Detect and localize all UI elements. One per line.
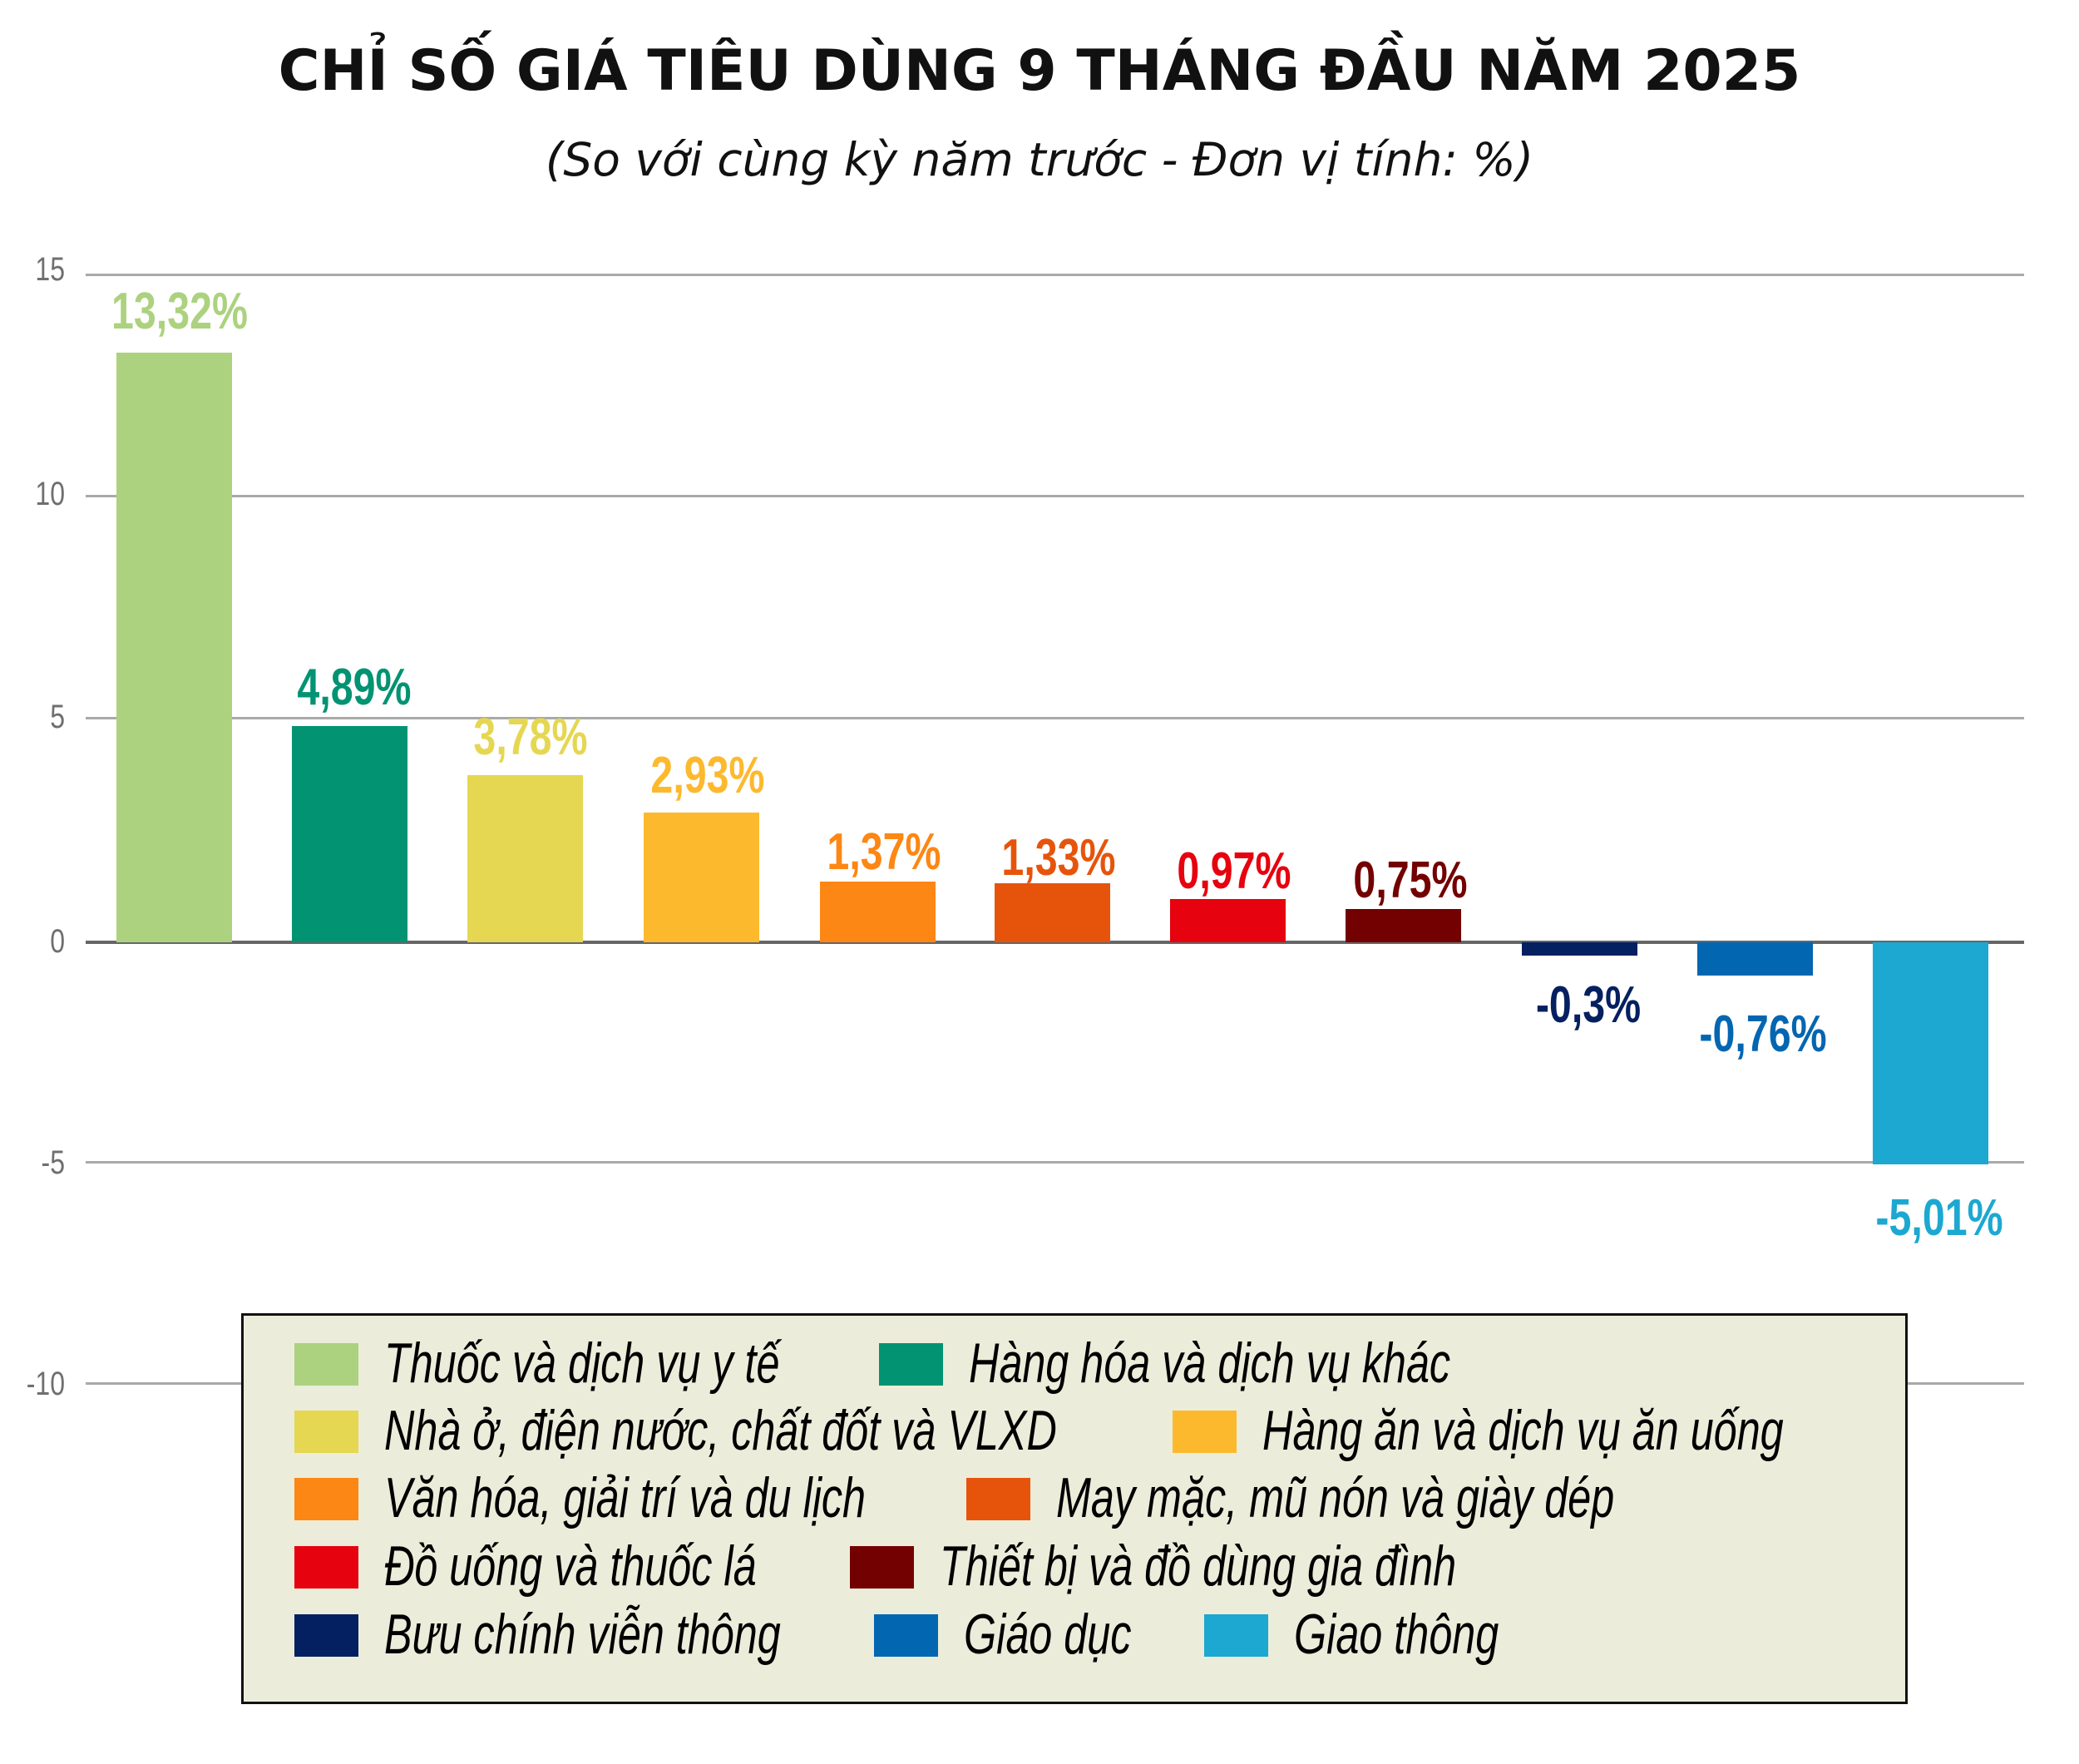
value-label: 1,37% bbox=[827, 823, 941, 881]
bar-van-hoa-giai-tri bbox=[820, 882, 936, 942]
legend-label: Hàng hóa và dịch vụ khác bbox=[969, 1332, 1451, 1395]
legend-swatch bbox=[294, 1411, 358, 1453]
y-tick-label: 5 bbox=[50, 699, 65, 735]
legend-label: Thuốc và dịch vụ y tế bbox=[384, 1332, 780, 1395]
value-label: 1,33% bbox=[1001, 829, 1116, 887]
legend-label: Nhà ở, điện nước, chất đốt và VLXD bbox=[384, 1399, 1057, 1462]
y-tick-label: -5 bbox=[41, 1144, 65, 1181]
chart-title: CHỈ SỐ GIÁ TIÊU DÙNG 9 THÁNG ĐẦU NĂM 202… bbox=[278, 38, 1801, 104]
value-label: 2,93% bbox=[650, 747, 765, 804]
y-tick-label: 10 bbox=[35, 476, 65, 512]
gridline-15 bbox=[86, 274, 2024, 276]
legend-label: Hàng ăn và dịch vụ ăn uống bbox=[1262, 1399, 1784, 1462]
value-label: 0,97% bbox=[1177, 842, 1291, 900]
y-tick-label: 0 bbox=[50, 923, 65, 960]
y-tick-label: 15 bbox=[35, 251, 65, 288]
value-label: 3,78% bbox=[473, 709, 588, 766]
bar-giao-duc bbox=[1697, 942, 1813, 976]
bar-hang-hoa-khac bbox=[292, 726, 407, 942]
gridline-minus-5 bbox=[86, 1161, 2024, 1164]
legend-swatch bbox=[294, 1343, 358, 1386]
legend-label: Đồ uống và thuốc lá bbox=[384, 1534, 757, 1598]
gridline-10 bbox=[86, 495, 2024, 497]
bar-thuoc-y-te bbox=[116, 353, 232, 942]
value-label: 0,75% bbox=[1353, 852, 1468, 909]
legend-swatch bbox=[1204, 1614, 1268, 1657]
legend-swatch bbox=[294, 1478, 358, 1520]
gridline-5 bbox=[86, 717, 2024, 719]
legend: Thuốc và dịch vụ y tế Hàng hóa và dịch v… bbox=[241, 1313, 1908, 1704]
value-label: 13,32% bbox=[111, 283, 249, 340]
legend-swatch bbox=[966, 1478, 1030, 1520]
bar-thiet-bi-gia-dinh bbox=[1346, 909, 1461, 942]
chart-subtitle: (So với cùng kỳ năm trước - Đơn vị tính:… bbox=[545, 133, 1534, 186]
legend-label: Giao thông bbox=[1294, 1603, 1499, 1666]
value-label: -5,01% bbox=[1875, 1189, 2003, 1247]
legend-swatch bbox=[874, 1614, 938, 1657]
legend-label: Thiết bị và đồ dùng gia đình bbox=[940, 1534, 1457, 1598]
legend-label: Giáo dục bbox=[964, 1603, 1132, 1666]
bar-may-mac bbox=[995, 883, 1110, 942]
legend-swatch bbox=[879, 1343, 943, 1386]
bar-nha-o-dien-nuoc bbox=[467, 775, 583, 942]
y-tick-label: -10 bbox=[26, 1366, 65, 1402]
legend-label: May mặc, mũ nón và giày dép bbox=[1056, 1466, 1615, 1529]
legend-label: Văn hóa, giải trí và du lịch bbox=[384, 1466, 867, 1529]
legend-swatch bbox=[294, 1546, 358, 1589]
value-label: -0,76% bbox=[1699, 1006, 1827, 1063]
legend-swatch bbox=[294, 1614, 358, 1657]
zero-axis-line bbox=[86, 941, 2024, 944]
bar-do-uong-thuoc-la bbox=[1170, 899, 1286, 942]
legend-label: Bưu chính viễn thông bbox=[384, 1603, 781, 1666]
bar-buu-chinh-vien-thong bbox=[1522, 942, 1637, 956]
bar-hang-an-uong bbox=[644, 813, 759, 942]
value-label: -0,3% bbox=[1535, 976, 1642, 1034]
legend-swatch bbox=[1173, 1411, 1237, 1453]
bar-giao-thong bbox=[1873, 942, 1988, 1164]
legend-swatch bbox=[850, 1546, 914, 1589]
value-label: 4,89% bbox=[297, 659, 412, 716]
